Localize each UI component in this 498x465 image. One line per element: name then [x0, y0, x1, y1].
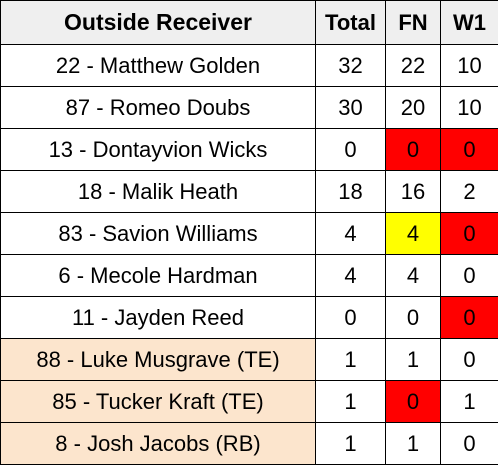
- player-name-cell: 88 - Luke Musgrave (TE): [1, 339, 316, 381]
- header-w1: W1: [441, 1, 498, 45]
- player-name-cell: 18 - Malik Heath: [1, 171, 316, 213]
- total-cell: 1: [316, 423, 386, 465]
- header-row: Outside Receiver Total FN W1: [1, 1, 498, 45]
- header-name: Outside Receiver: [1, 1, 316, 45]
- player-name-cell: 11 - Jayden Reed: [1, 297, 316, 339]
- table-row: 83 - Savion Williams 4 4 0: [1, 213, 498, 255]
- header-total: Total: [316, 1, 386, 45]
- player-name-cell: 85 - Tucker Kraft (TE): [1, 381, 316, 423]
- total-cell: 30: [316, 87, 386, 129]
- table-row: 88 - Luke Musgrave (TE) 1 1 0: [1, 339, 498, 381]
- fn-cell: 0: [386, 381, 441, 423]
- w1-cell: 10: [441, 87, 498, 129]
- fn-cell: 1: [386, 423, 441, 465]
- player-name-cell: 87 - Romeo Doubs: [1, 87, 316, 129]
- total-cell: 32: [316, 45, 386, 87]
- fn-cell: 16: [386, 171, 441, 213]
- header-fn: FN: [386, 1, 441, 45]
- player-name-cell: 83 - Savion Williams: [1, 213, 316, 255]
- player-name-cell: 6 - Mecole Hardman: [1, 255, 316, 297]
- w1-cell: 2: [441, 171, 498, 213]
- total-cell: 0: [316, 129, 386, 171]
- fn-cell: 20: [386, 87, 441, 129]
- w1-cell: 0: [441, 213, 498, 255]
- w1-cell: 0: [441, 255, 498, 297]
- total-cell: 4: [316, 255, 386, 297]
- table-row: 22 - Matthew Golden 32 22 10: [1, 45, 498, 87]
- player-name-cell: 8 - Josh Jacobs (RB): [1, 423, 316, 465]
- table-row: 6 - Mecole Hardman 4 4 0: [1, 255, 498, 297]
- player-name-cell: 22 - Matthew Golden: [1, 45, 316, 87]
- table-row: 87 - Romeo Doubs 30 20 10: [1, 87, 498, 129]
- fn-cell: 0: [386, 129, 441, 171]
- table-row: 85 - Tucker Kraft (TE) 1 0 1: [1, 381, 498, 423]
- total-cell: 18: [316, 171, 386, 213]
- fn-cell: 4: [386, 255, 441, 297]
- table-row: 13 - Dontayvion Wicks 0 0 0: [1, 129, 498, 171]
- w1-cell: 1: [441, 381, 498, 423]
- total-cell: 0: [316, 297, 386, 339]
- total-cell: 1: [316, 339, 386, 381]
- player-name-cell: 13 - Dontayvion Wicks: [1, 129, 316, 171]
- fn-cell: 4: [386, 213, 441, 255]
- total-cell: 4: [316, 213, 386, 255]
- fn-cell: 0: [386, 297, 441, 339]
- w1-cell: 0: [441, 129, 498, 171]
- w1-cell: 0: [441, 297, 498, 339]
- table-row: 18 - Malik Heath 18 16 2: [1, 171, 498, 213]
- table-row: 11 - Jayden Reed 0 0 0: [1, 297, 498, 339]
- w1-cell: 0: [441, 423, 498, 465]
- w1-cell: 10: [441, 45, 498, 87]
- fn-cell: 1: [386, 339, 441, 381]
- total-cell: 1: [316, 381, 386, 423]
- w1-cell: 0: [441, 339, 498, 381]
- table-row: 8 - Josh Jacobs (RB) 1 1 0: [1, 423, 498, 465]
- fn-cell: 22: [386, 45, 441, 87]
